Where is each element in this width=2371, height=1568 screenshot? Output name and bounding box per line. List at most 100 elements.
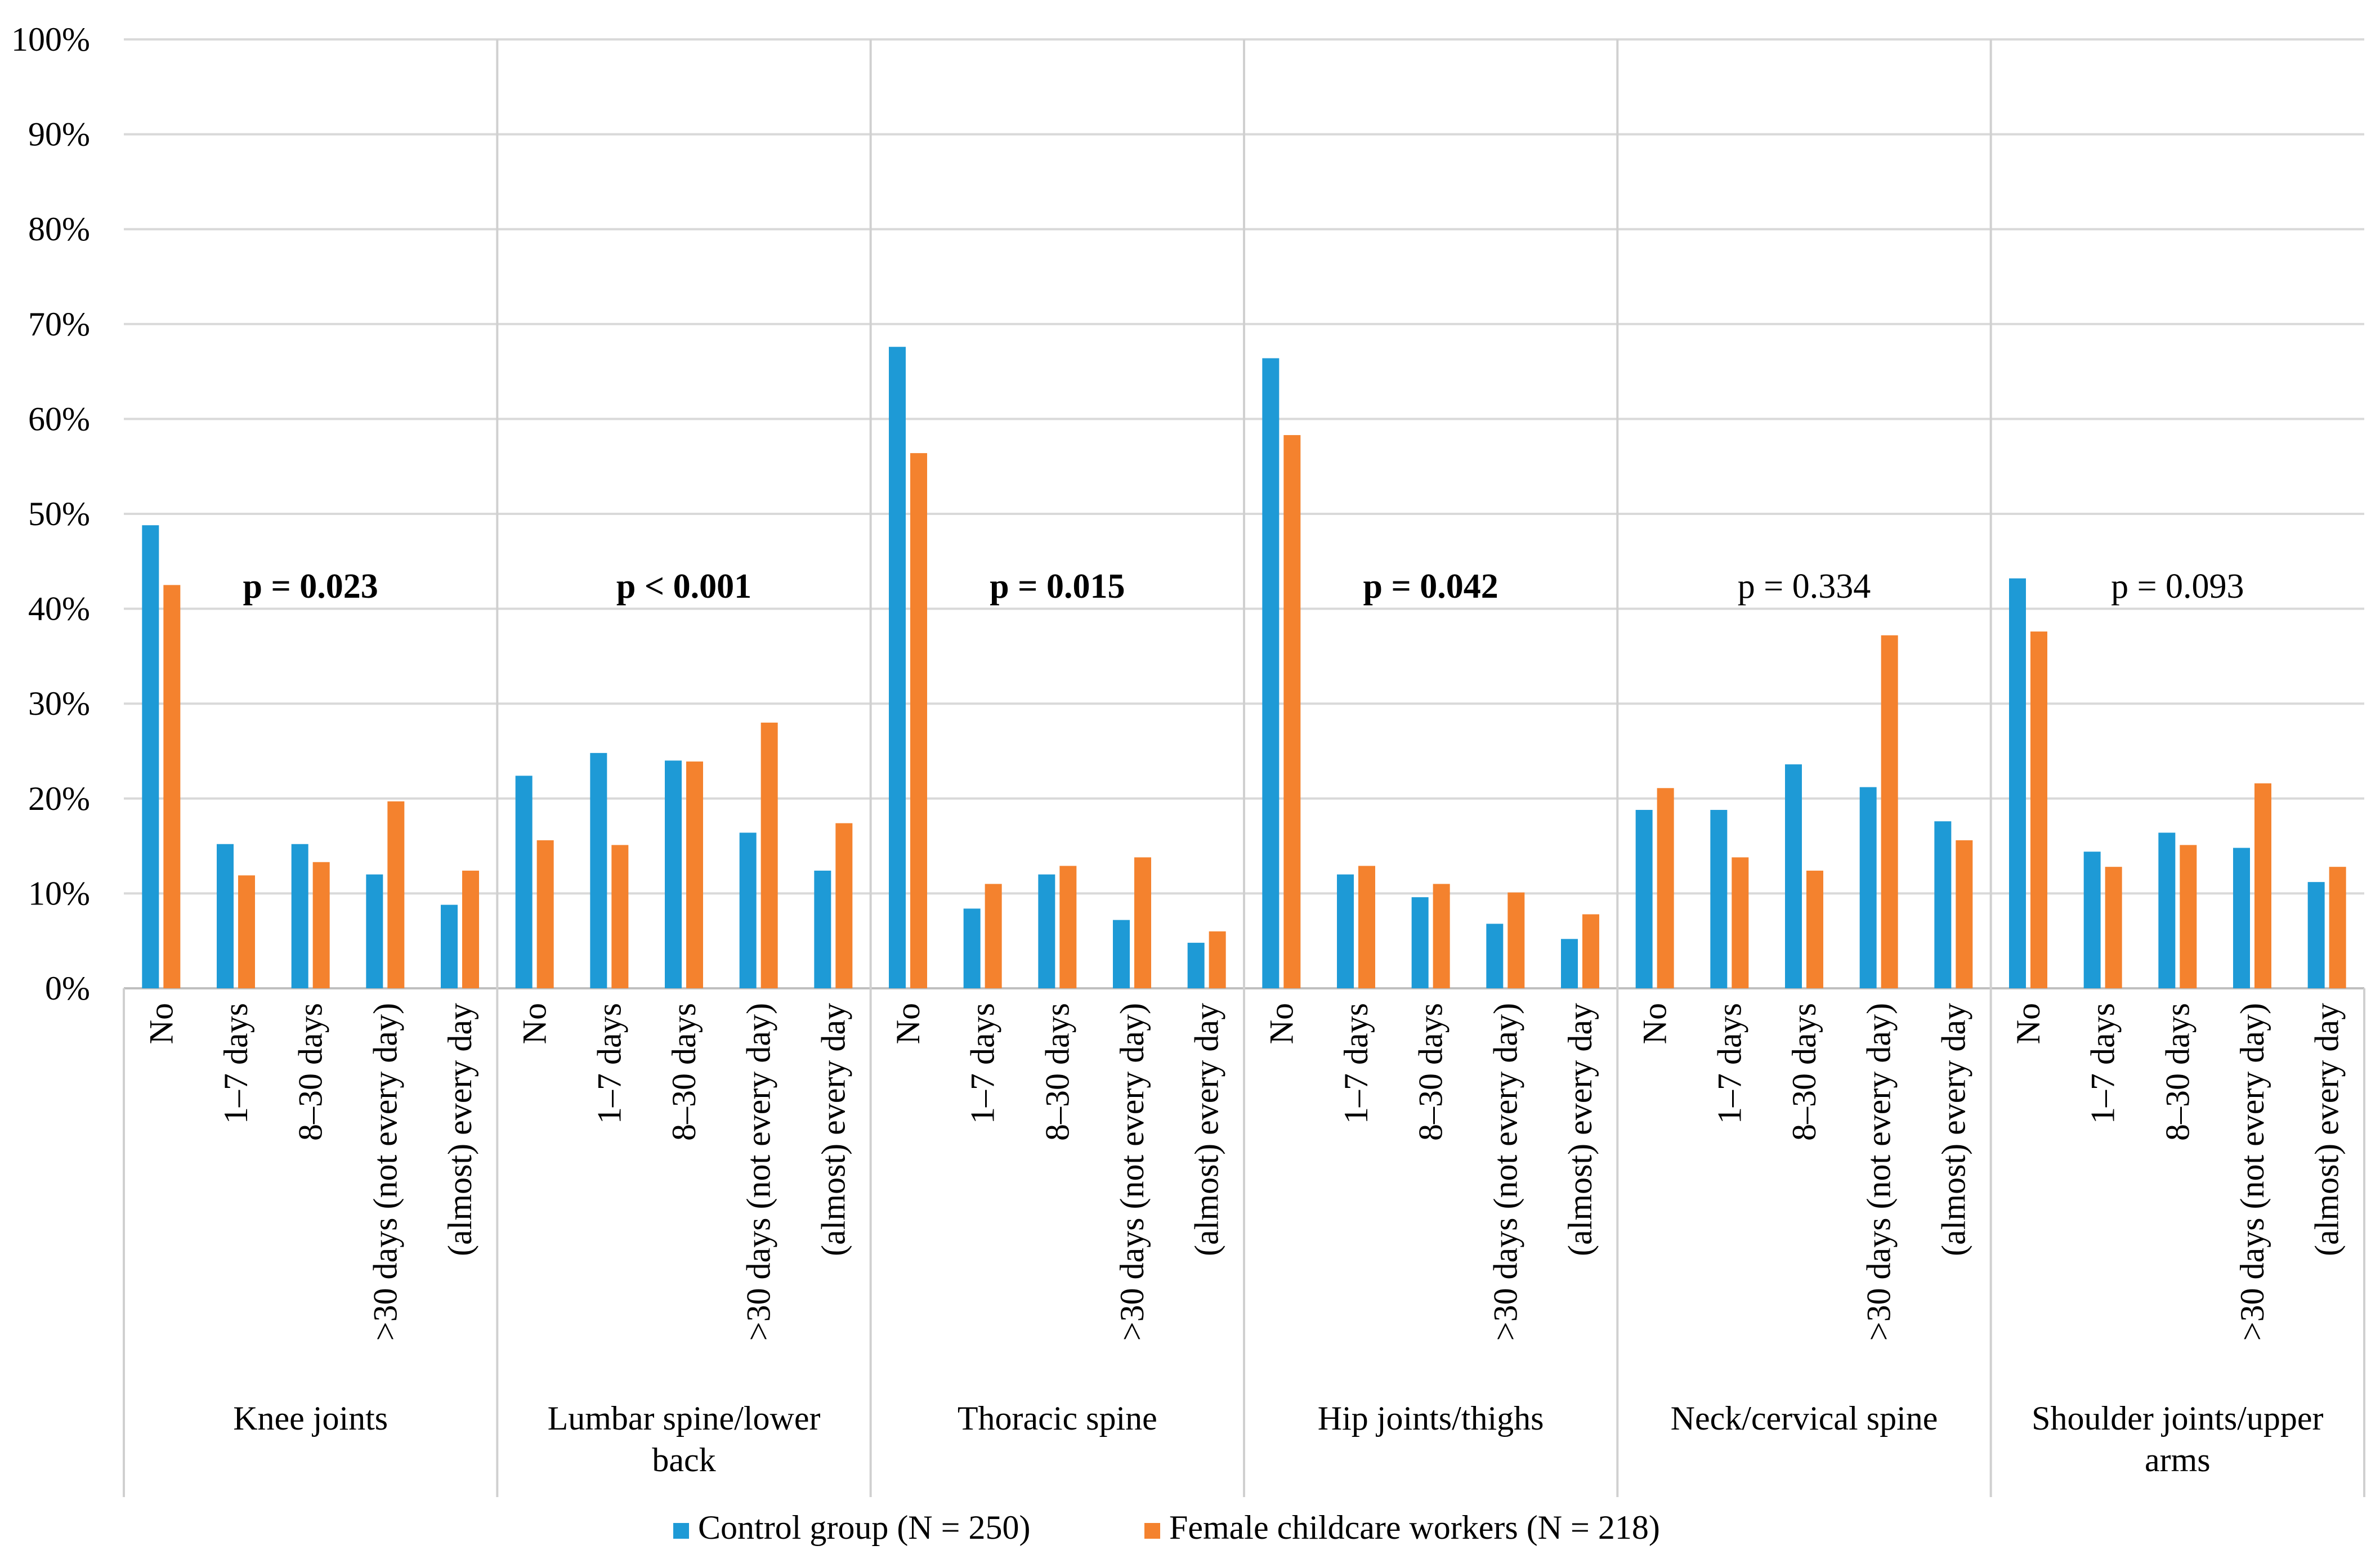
bar-control <box>1785 764 1802 988</box>
bar-childcare <box>2329 867 2346 988</box>
bar-control <box>142 525 159 988</box>
category-label: No <box>2010 1003 2047 1044</box>
bar-control <box>1262 358 1280 988</box>
group-label: Lumbar spine/lower back <box>548 1400 821 1479</box>
p-value-annotations: p = 0.023 p < 0.001 p = 0.015 p = 0.042 p = … <box>243 567 2244 606</box>
category-label: (almost) every day <box>815 1003 852 1256</box>
category-label: >30 days (not every day) <box>1860 1003 1898 1341</box>
bar-childcare <box>985 884 1002 988</box>
y-tick-label: 100% <box>11 21 90 58</box>
category-label: No <box>142 1003 180 1044</box>
p-value-label: p = 0.334 <box>1738 567 1871 606</box>
bar-childcare <box>611 845 629 988</box>
bar-childcare <box>462 870 479 988</box>
bar-childcare <box>2105 867 2122 988</box>
bar-childcare <box>835 823 853 988</box>
bar-control <box>1038 874 1055 988</box>
bar-control <box>2307 882 2325 988</box>
category-label: 8–30 days <box>665 1003 703 1141</box>
bar-control <box>963 908 981 988</box>
bar-childcare <box>1507 892 1525 988</box>
bar-childcare <box>1283 435 1301 988</box>
y-tick-label: 40% <box>28 590 90 628</box>
bar-childcare <box>1732 857 1749 988</box>
bar-control <box>1337 874 1354 988</box>
bar-childcare <box>163 585 181 988</box>
p-value-label: p = 0.093 <box>2111 567 2244 606</box>
bar-control <box>2233 848 2250 988</box>
category-label: 1–7 days <box>217 1003 254 1124</box>
bar-childcare <box>536 840 554 988</box>
p-value-label: p = 0.042 <box>1363 567 1498 606</box>
category-label: >30 days (not every day) <box>1487 1003 1524 1341</box>
y-tick-label: 90% <box>28 116 90 153</box>
category-label: No <box>1636 1003 1674 1044</box>
bar-control <box>2009 578 2026 988</box>
category-label: (almost) every day <box>1188 1003 1225 1256</box>
bar-control <box>441 904 458 988</box>
bar-childcare <box>910 453 927 988</box>
category-label: 8–30 days <box>292 1003 329 1141</box>
y-tick-label: 50% <box>28 495 90 532</box>
category-label: (almost) every day <box>1935 1003 1972 1256</box>
bar-control <box>217 844 234 988</box>
p-value-label: p < 0.001 <box>616 567 751 606</box>
bar-control <box>1411 897 1429 988</box>
category-label: >30 days (not every day) <box>1113 1003 1151 1341</box>
y-tick-label: 30% <box>28 685 90 722</box>
group-labels: Knee joints Lumbar spine/lower back Thoraci… <box>233 1400 2323 1479</box>
bar-control <box>366 874 383 988</box>
y-tick-label: 80% <box>28 210 90 248</box>
bar-control <box>1561 939 1578 988</box>
bar-childcare <box>312 862 330 988</box>
bar-control <box>889 347 906 989</box>
bar-childcare <box>1806 870 1823 988</box>
bar-childcare <box>2030 631 2047 988</box>
bar-childcare <box>1358 866 1375 988</box>
category-label: (almost) every day <box>441 1003 478 1256</box>
bar-control <box>515 776 533 988</box>
bar-childcare <box>1059 866 1077 988</box>
y-tick-label: 20% <box>28 780 90 817</box>
bar-control <box>2083 852 2101 988</box>
y-axis-ticks: 0% 10% 20% 30% 40% 50% 60% 70% 80% 90% 100% <box>11 21 90 1007</box>
category-label: No <box>1263 1003 1300 1044</box>
category-label: No <box>889 1003 927 1044</box>
category-label: >30 days (not every day) <box>740 1003 777 1341</box>
category-label: 1–7 days <box>2084 1003 2122 1124</box>
category-label: 8–30 days <box>1412 1003 1450 1141</box>
bar-childcare <box>387 801 405 988</box>
category-label: 8–30 days <box>1039 1003 1076 1141</box>
category-label: 8–30 days <box>1786 1003 1823 1141</box>
p-value-label: p = 0.023 <box>243 567 378 606</box>
category-label: 1–7 days <box>1711 1003 1748 1124</box>
category-label: (almost) every day <box>1562 1003 1599 1256</box>
legend: Control group (N = 250) Female childcare… <box>673 1509 1660 1546</box>
bar-childcare <box>1657 788 1674 988</box>
category-label: 8–30 days <box>2159 1003 2196 1141</box>
bar-childcare <box>686 761 703 988</box>
bars <box>142 347 2346 989</box>
bar-control <box>1187 943 1205 988</box>
y-tick-label: 60% <box>28 400 90 437</box>
category-labels: No 1–7 days 8–30 days >30 days (not every d… <box>142 1003 2345 1341</box>
group-label: Neck/cervical spine <box>1671 1400 1938 1437</box>
bar-childcare <box>238 875 255 988</box>
y-tick-label: 0% <box>45 970 90 1007</box>
bar-childcare <box>760 722 778 988</box>
bar-control <box>1486 924 1504 988</box>
bar-childcare <box>2180 845 2197 988</box>
bar-childcare <box>1433 884 1450 988</box>
bar-childcare <box>1134 857 1151 988</box>
y-tick-label: 70% <box>28 306 90 343</box>
bar-control <box>2158 832 2176 988</box>
bar-control <box>291 844 308 988</box>
bar-control <box>1113 920 1130 988</box>
y-tick-label: 10% <box>28 875 90 912</box>
legend-swatch-childcare <box>1144 1523 1160 1539</box>
bar-childcare <box>2254 783 2271 988</box>
category-label: >30 days (not every day) <box>366 1003 404 1341</box>
legend-swatch-control <box>673 1523 689 1539</box>
group-label: Knee joints <box>233 1400 388 1437</box>
